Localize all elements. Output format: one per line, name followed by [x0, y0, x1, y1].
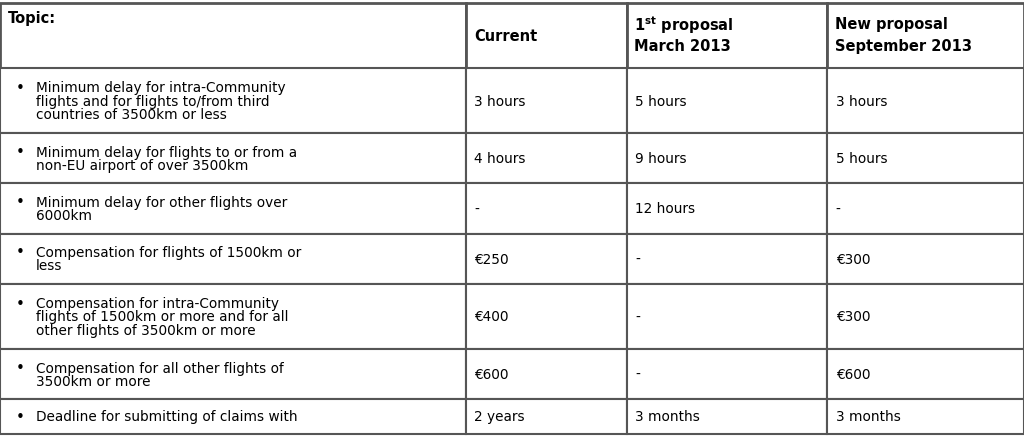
Text: -: - — [635, 367, 640, 381]
Bar — [0, 234, 466, 284]
Text: 3500km or more: 3500km or more — [36, 374, 151, 388]
Text: March 2013: March 2013 — [634, 39, 730, 53]
Bar — [0, 184, 466, 234]
Bar — [627, 69, 827, 134]
Text: 2 years: 2 years — [474, 410, 524, 424]
Bar — [0, 134, 466, 184]
Text: Current: Current — [474, 29, 538, 44]
Bar — [466, 399, 627, 434]
Text: countries of 3500km or less: countries of 3500km or less — [36, 107, 226, 121]
Text: 6000km: 6000km — [36, 208, 92, 223]
Text: €300: €300 — [836, 252, 870, 266]
Text: non-EU airport of over 3500km: non-EU airport of over 3500km — [36, 159, 248, 173]
Text: €600: €600 — [836, 367, 870, 381]
Text: €300: €300 — [836, 310, 870, 324]
Text: New proposal: New proposal — [835, 18, 947, 32]
Bar — [466, 350, 627, 399]
Bar — [466, 134, 627, 184]
Bar — [0, 350, 466, 399]
Bar — [627, 184, 827, 234]
Bar — [827, 4, 1024, 69]
Text: 5 hours: 5 hours — [635, 94, 686, 108]
Text: 3 hours: 3 hours — [836, 94, 887, 108]
Text: •: • — [16, 245, 25, 260]
Text: Minimum delay for other flights over: Minimum delay for other flights over — [36, 195, 287, 209]
Text: -: - — [836, 202, 841, 216]
Bar — [466, 4, 627, 69]
Text: Deadline for submitting of claims with: Deadline for submitting of claims with — [36, 410, 297, 424]
Text: other flights of 3500km or more: other flights of 3500km or more — [36, 323, 255, 337]
Text: 3 hours: 3 hours — [474, 94, 525, 108]
Text: €600: €600 — [474, 367, 509, 381]
Text: •: • — [16, 145, 25, 160]
Text: 3 months: 3 months — [635, 410, 699, 424]
Bar — [0, 69, 466, 134]
Bar — [466, 284, 627, 350]
Text: 9 hours: 9 hours — [635, 152, 686, 166]
Bar — [0, 4, 466, 69]
Text: •: • — [16, 81, 25, 95]
Bar — [627, 134, 827, 184]
Text: €250: €250 — [474, 252, 509, 266]
Bar — [827, 350, 1024, 399]
Text: Compensation for all other flights of: Compensation for all other flights of — [36, 361, 284, 375]
Bar — [466, 234, 627, 284]
Text: -: - — [635, 252, 640, 266]
Text: •: • — [16, 195, 25, 210]
Text: less: less — [36, 258, 62, 272]
Text: -: - — [635, 310, 640, 324]
Text: •: • — [16, 296, 25, 311]
Text: Minimum delay for intra-Community: Minimum delay for intra-Community — [36, 81, 286, 95]
Bar — [827, 284, 1024, 350]
Bar — [827, 399, 1024, 434]
Text: -: - — [474, 202, 479, 216]
Bar — [627, 4, 827, 69]
Text: •: • — [16, 409, 25, 424]
Text: flights and for flights to/from third: flights and for flights to/from third — [36, 94, 269, 108]
Text: •: • — [16, 360, 25, 375]
Text: September 2013: September 2013 — [835, 39, 972, 53]
Text: 5 hours: 5 hours — [836, 152, 887, 166]
Text: Compensation for flights of 1500km or: Compensation for flights of 1500km or — [36, 245, 301, 259]
Text: flights of 1500km or more and for all: flights of 1500km or more and for all — [36, 310, 289, 324]
Text: 4 hours: 4 hours — [474, 152, 525, 166]
Bar — [627, 350, 827, 399]
Bar — [627, 284, 827, 350]
Text: €400: €400 — [474, 310, 509, 324]
Text: Compensation for intra-Community: Compensation for intra-Community — [36, 297, 279, 311]
Text: 3 months: 3 months — [836, 410, 900, 424]
Bar — [827, 69, 1024, 134]
Bar — [0, 284, 466, 350]
Text: 1$^\mathregular{st}$ proposal: 1$^\mathregular{st}$ proposal — [634, 14, 733, 36]
Bar — [827, 134, 1024, 184]
Text: Topic:: Topic: — [8, 11, 56, 26]
Text: Minimum delay for flights to or from a: Minimum delay for flights to or from a — [36, 145, 297, 159]
Bar — [827, 184, 1024, 234]
Text: 12 hours: 12 hours — [635, 202, 695, 216]
Bar — [0, 399, 466, 434]
Bar — [627, 234, 827, 284]
Bar — [466, 69, 627, 134]
Bar — [466, 184, 627, 234]
Bar — [827, 234, 1024, 284]
Bar — [627, 399, 827, 434]
